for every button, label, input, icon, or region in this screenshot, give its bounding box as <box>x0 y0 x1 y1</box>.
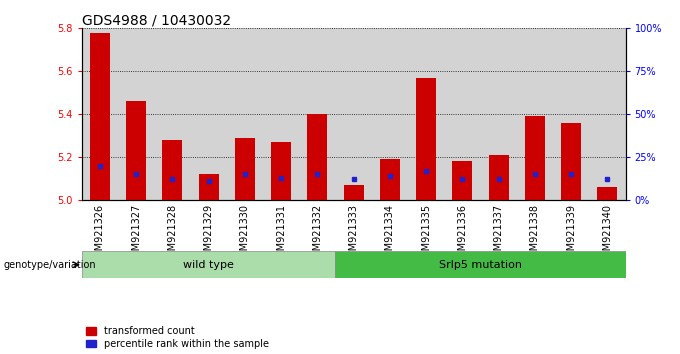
Bar <box>343 185 364 200</box>
Bar <box>271 142 291 200</box>
Text: GSM921340: GSM921340 <box>602 204 613 263</box>
Text: GSM921339: GSM921339 <box>566 204 576 263</box>
Bar <box>235 138 255 200</box>
Bar <box>380 159 400 200</box>
Text: GSM921330: GSM921330 <box>240 204 250 263</box>
Bar <box>307 114 327 200</box>
Text: GSM921336: GSM921336 <box>458 204 467 263</box>
Text: wild type: wild type <box>183 259 234 270</box>
Text: GSM921333: GSM921333 <box>349 204 358 263</box>
Bar <box>126 101 146 200</box>
Text: GSM921335: GSM921335 <box>421 204 431 263</box>
Text: GSM921334: GSM921334 <box>385 204 395 263</box>
Bar <box>163 140 182 200</box>
Bar <box>525 116 545 200</box>
Text: GSM921329: GSM921329 <box>203 204 214 263</box>
Bar <box>452 161 473 200</box>
Bar <box>82 251 335 278</box>
Text: genotype/variation: genotype/variation <box>3 260 96 270</box>
Text: GSM921331: GSM921331 <box>276 204 286 263</box>
Bar <box>335 251 626 278</box>
Legend: transformed count, percentile rank within the sample: transformed count, percentile rank withi… <box>86 326 269 349</box>
Bar <box>561 123 581 200</box>
Bar <box>90 33 109 200</box>
Text: GSM921337: GSM921337 <box>494 204 504 263</box>
Text: GSM921332: GSM921332 <box>312 204 322 263</box>
Text: Srlp5 mutation: Srlp5 mutation <box>439 259 522 270</box>
Bar <box>598 187 617 200</box>
Text: GSM921328: GSM921328 <box>167 204 177 263</box>
Bar <box>199 174 218 200</box>
Text: GSM921326: GSM921326 <box>95 204 105 263</box>
Text: GSM921338: GSM921338 <box>530 204 540 263</box>
Text: GDS4988 / 10430032: GDS4988 / 10430032 <box>82 13 231 27</box>
Bar <box>416 78 436 200</box>
Text: GSM921327: GSM921327 <box>131 204 141 263</box>
Bar <box>489 155 509 200</box>
